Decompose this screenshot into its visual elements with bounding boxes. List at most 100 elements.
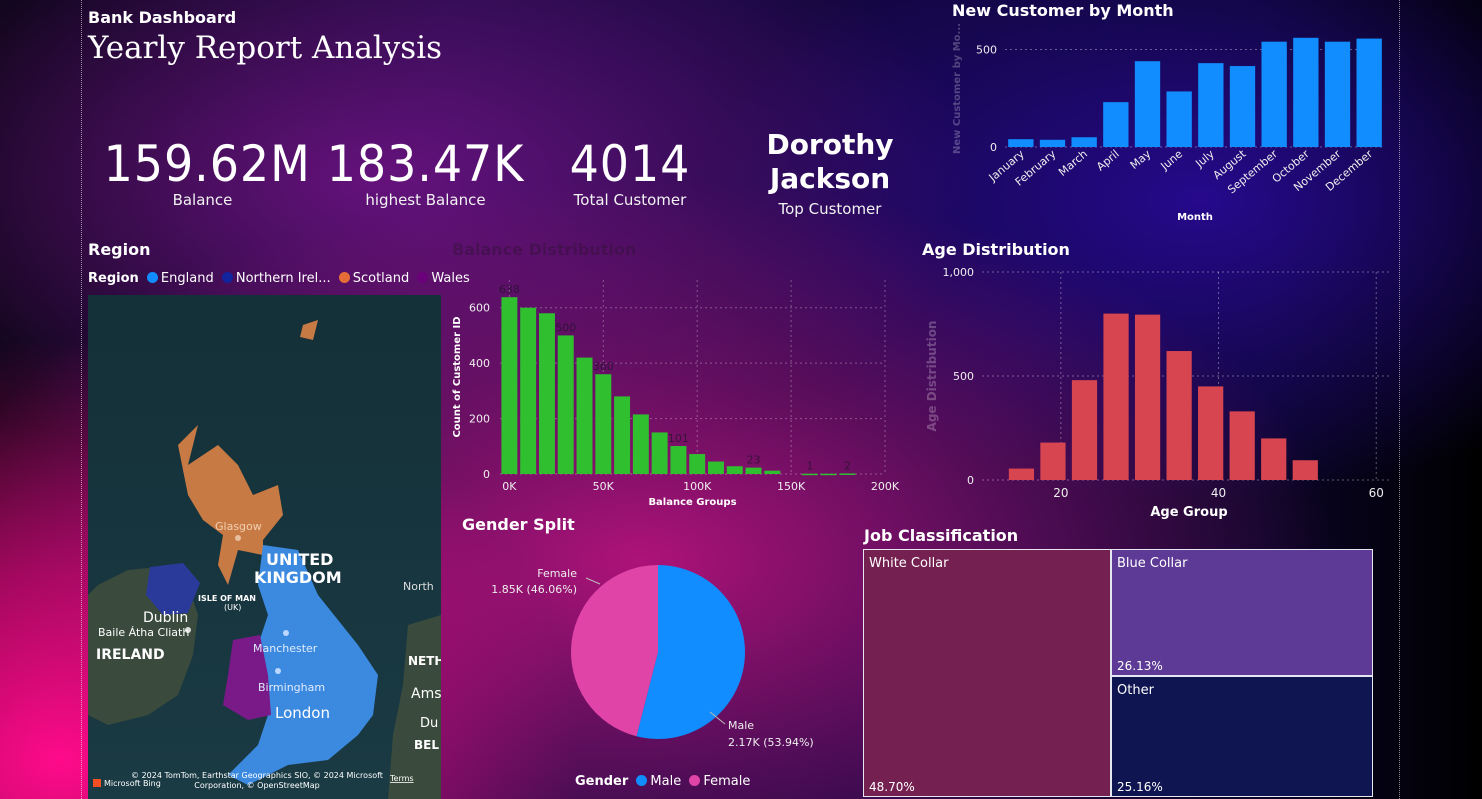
age-bar[interactable]: [1292, 460, 1318, 480]
balance-bar[interactable]: [614, 396, 631, 474]
dot-icon: [338, 272, 350, 283]
kpi-total-customer-card[interactable]: 4014 Total Customer: [545, 135, 715, 209]
balance-bar[interactable]: [538, 313, 555, 474]
balance-bar[interactable]: [726, 466, 743, 474]
bar-september[interactable]: [1261, 41, 1287, 148]
gender-legend[interactable]: Gender Male Female: [575, 774, 750, 789]
kpi-highest-balance-card[interactable]: 183.47K highest Balance: [318, 135, 533, 209]
balance-bar[interactable]: [576, 357, 593, 474]
balance-bar[interactable]: [501, 297, 518, 474]
legend-female[interactable]: Female: [689, 774, 750, 789]
bar-march[interactable]: [1071, 137, 1097, 147]
map-label-birmingham: Birmingham: [258, 681, 325, 694]
map-terms-link[interactable]: Terms: [389, 774, 414, 783]
age-bar[interactable]: [1008, 468, 1035, 480]
age-bar[interactable]: [1071, 380, 1098, 480]
bar-july[interactable]: [1198, 63, 1224, 147]
data-label: 360: [593, 360, 614, 373]
balance-bar[interactable]: [764, 470, 781, 474]
treemap-cell-white-collar[interactable]: White Collar 48.70%: [863, 549, 1111, 797]
balance-bar[interactable]: [651, 432, 668, 474]
age-bar[interactable]: [1134, 314, 1161, 480]
x-tick-label: 200K: [871, 480, 900, 493]
bar-november[interactable]: [1324, 41, 1351, 148]
y-tick-label: 200: [469, 413, 490, 426]
treemap-cell-other[interactable]: Other 25.16%: [1111, 676, 1373, 797]
legend-england[interactable]: England: [146, 271, 214, 286]
x-tick-label: 150K: [777, 480, 806, 493]
kpi-top-customer-card[interactable]: Dorothy Jackson Top Customer: [745, 128, 915, 218]
pie-label-male-value: 2.17K (53.94%): [728, 736, 814, 749]
balance-bar[interactable]: [745, 467, 762, 474]
data-label: 638: [499, 283, 520, 296]
top-customer-label: Top Customer: [778, 200, 882, 218]
pie-label-male-name: Male: [728, 719, 754, 732]
bing-logo-icon: [93, 779, 101, 787]
bar-february[interactable]: [1039, 139, 1066, 147]
x-tick-label: 40: [1211, 486, 1226, 500]
pie-slice-male[interactable]: [636, 565, 745, 739]
dot-icon: [221, 272, 233, 283]
legend-wales[interactable]: Wales: [417, 271, 470, 286]
region-map[interactable]: Glasgow UNITED KINGDOM North ISLE OF MAN…: [88, 295, 441, 799]
x-tick-label: 0K: [502, 480, 517, 493]
balance-bar[interactable]: [707, 461, 724, 474]
y-tick-label: 0: [483, 468, 490, 481]
bar-april[interactable]: [1103, 102, 1129, 147]
age-bar[interactable]: [1103, 313, 1129, 480]
treemap-cell-blue-collar[interactable]: Blue Collar 26.13%: [1111, 549, 1373, 676]
gender-legend-title: Gender: [575, 774, 629, 789]
age-bar[interactable]: [1198, 386, 1224, 480]
y-tick-label: 0: [967, 474, 974, 487]
top-customer-first-name: Dorothy: [766, 128, 894, 161]
balance-bar[interactable]: [670, 446, 687, 474]
age-distribution-chart[interactable]: 0 500 1,000 20 40 60 Age Group Age Distribution: [920, 262, 1400, 522]
dot-icon: [417, 272, 429, 283]
map-label-manchester: Manchester: [253, 642, 318, 655]
pie-slice-female[interactable]: [571, 565, 658, 737]
legend-wales-label: Wales: [431, 271, 470, 286]
map-label-baile: Baile Átha Cliath: [98, 626, 189, 639]
age-bar[interactable]: [1166, 351, 1192, 480]
balance-bar[interactable]: [595, 374, 612, 474]
treemap-pct-blue-collar: 26.13%: [1117, 659, 1163, 673]
gender-split-chart[interactable]: Male 2.17K (53.94%) Female 1.85K (46.06%): [450, 540, 830, 775]
balance-bar[interactable]: [632, 414, 649, 474]
job-classification-treemap[interactable]: White Collar 48.70% Blue Collar 26.13% O…: [863, 549, 1373, 797]
leader-line: [709, 711, 726, 725]
balance-distribution-chart[interactable]: 0 200 400 600 0K 50K 100K 150K 200K 638 500 360 101 2…: [445, 270, 905, 515]
legend-northern-ireland[interactable]: Northern Irel...: [221, 271, 331, 286]
balance-bar[interactable]: [801, 473, 818, 476]
bar-december[interactable]: [1356, 38, 1382, 147]
balance-bar[interactable]: [520, 307, 537, 474]
x-tick-label: March: [1056, 147, 1090, 179]
data-label: 2: [844, 459, 851, 472]
top-customer-last-name: Jackson: [769, 162, 891, 195]
gender-split-title: Gender Split: [462, 515, 575, 534]
legend-scotland[interactable]: Scotland: [338, 271, 409, 286]
bar-october[interactable]: [1293, 37, 1319, 147]
bar-august[interactable]: [1229, 66, 1256, 147]
shetland-region: [300, 320, 318, 340]
balance-bar[interactable]: [820, 473, 837, 476]
bar-may[interactable]: [1134, 61, 1161, 148]
kpi-balance-card[interactable]: 159.62M Balance: [95, 135, 310, 209]
bar-june[interactable]: [1166, 91, 1192, 147]
age-bar[interactable]: [1229, 411, 1255, 480]
kpi-highest-balance-label: highest Balance: [365, 191, 486, 209]
pie-label-female-value: 1.85K (46.06%): [491, 583, 577, 596]
treemap-pct-white-collar: 48.70%: [869, 780, 915, 794]
age-bar[interactable]: [1040, 442, 1066, 480]
balance-bar[interactable]: [557, 335, 574, 474]
kpi-balance-value: 159.62M: [103, 135, 311, 193]
data-label: 23: [747, 454, 761, 467]
balance-bar[interactable]: [689, 454, 706, 474]
balance-bar[interactable]: [839, 473, 856, 475]
region-legend[interactable]: Region England Northern Irel... Scotland…: [88, 271, 470, 286]
dublin-marker-icon: [185, 627, 191, 633]
bar-january[interactable]: [1008, 139, 1034, 147]
legend-male-label: Male: [650, 774, 682, 789]
legend-male[interactable]: Male: [636, 774, 681, 789]
age-bar[interactable]: [1261, 438, 1287, 480]
